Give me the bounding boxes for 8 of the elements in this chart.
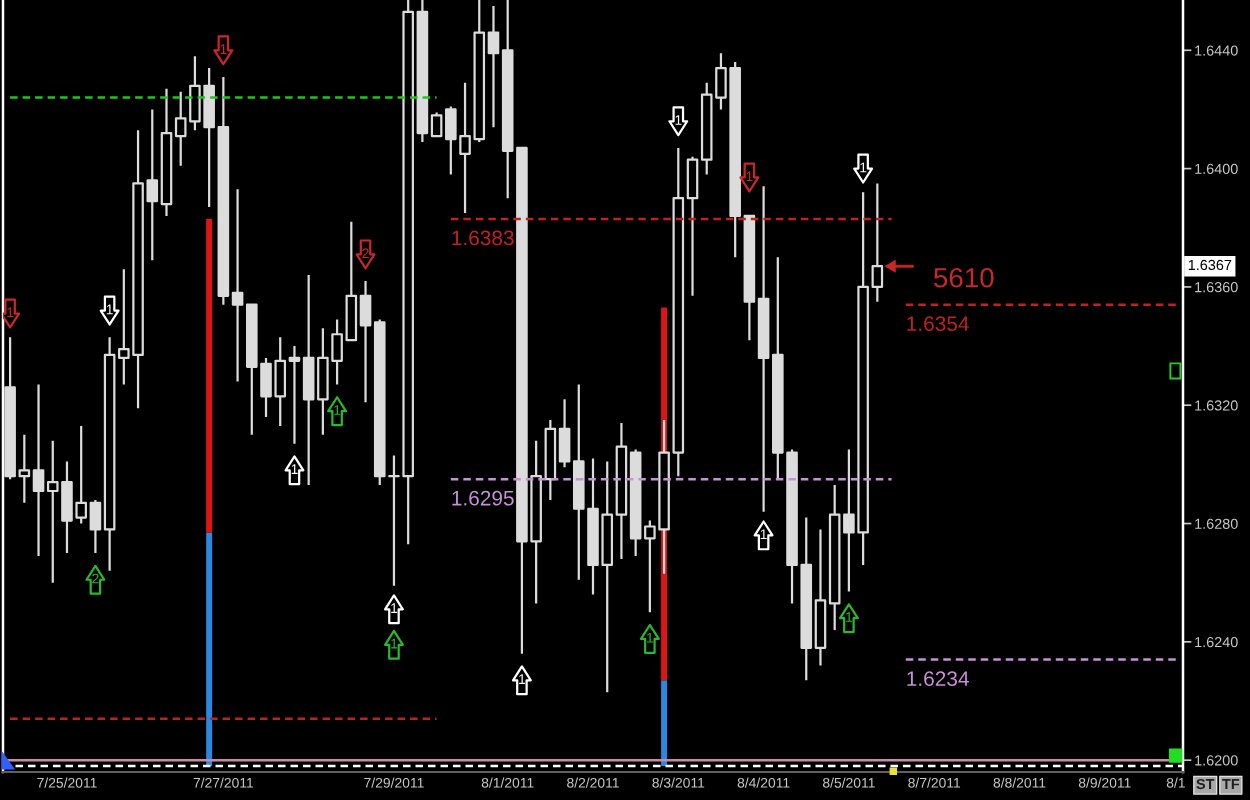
- bar: [206, 218, 213, 533]
- bar: [661, 680, 668, 767]
- series-label: 1.6234: [907, 671, 969, 687]
- bar: [206, 532, 213, 767]
- series-label: 1.6354: [907, 316, 969, 332]
- series-label: 1.6295: [452, 490, 514, 506]
- annotation: 5610: [934, 267, 994, 288]
- series-label: 1.6383: [452, 230, 514, 246]
